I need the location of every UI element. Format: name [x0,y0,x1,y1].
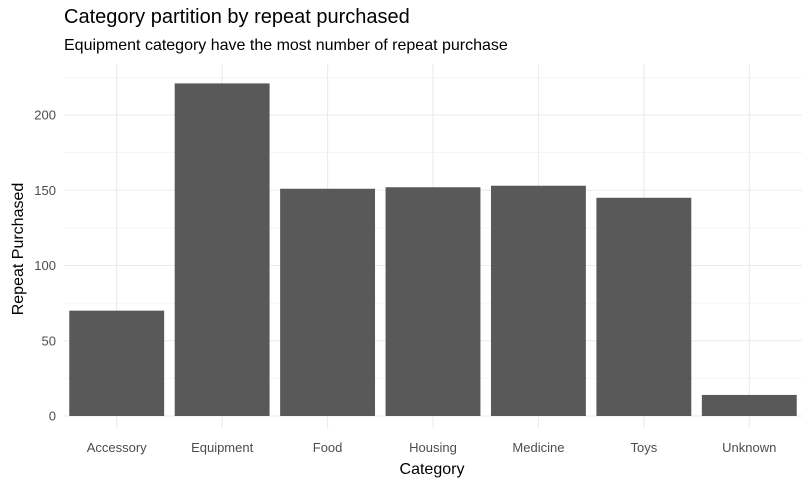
x-tick-labels: Accessory Equipment Food Housing Medicine Toy… [87,440,777,455]
bar-unknown [701,394,797,416]
x-tick-label: Medicine [512,440,564,455]
chart-title: Category partition by repeat purchased [64,6,410,28]
x-tick-label: Food [313,440,343,455]
x-tick-label: Accessory [87,440,147,455]
y-tick-label: 100 [34,258,56,273]
bar-equipment [174,83,270,417]
y-tick-labels: 0 50 100 150 200 [34,108,56,424]
x-tick-label: Housing [409,440,457,455]
x-tick-label: Unknown [722,440,776,455]
y-tick-label: 50 [42,333,56,348]
y-tick-label: 0 [49,409,56,424]
bar-medicine [490,185,586,416]
bar-housing [385,187,481,416]
chart-subtitle: Equipment category have the most number … [64,37,508,54]
x-axis-title: Category [400,461,465,478]
bar-accessory [69,310,165,416]
y-tick-label: 200 [34,108,56,123]
x-tick-label: Equipment [191,440,254,455]
bar-food [280,188,376,416]
bars [69,83,797,417]
y-tick-label: 150 [34,183,56,198]
bar-toys [596,197,692,416]
x-tick-label: Toys [630,440,657,455]
y-axis-title: Repeat Purchased [10,183,27,316]
